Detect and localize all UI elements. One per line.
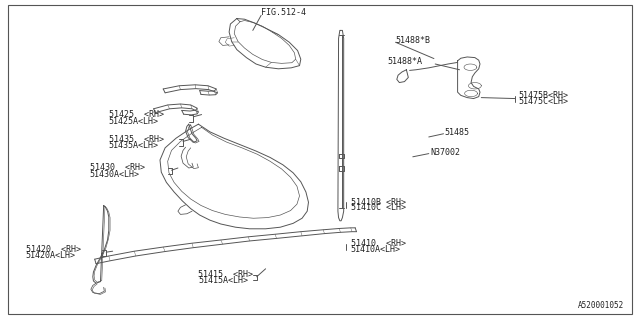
Text: 51430  <RH>: 51430 <RH>: [90, 164, 145, 172]
Text: 51425  <RH>: 51425 <RH>: [109, 110, 164, 119]
Text: 51420A<LH>: 51420A<LH>: [26, 252, 76, 260]
Text: 51488*B: 51488*B: [396, 36, 431, 45]
Text: 51410B <RH>: 51410B <RH>: [351, 198, 406, 207]
Text: FIG.512-4: FIG.512-4: [261, 8, 306, 17]
Text: 51415  <RH>: 51415 <RH>: [198, 270, 253, 279]
Text: 51475C<LH>: 51475C<LH>: [518, 97, 568, 106]
Text: 51430A<LH>: 51430A<LH>: [90, 170, 140, 179]
Text: 51435A<LH>: 51435A<LH>: [109, 141, 159, 150]
Text: 51410C <LH>: 51410C <LH>: [351, 204, 406, 212]
Text: A520001052: A520001052: [578, 301, 624, 310]
Text: 51410A<LH>: 51410A<LH>: [351, 245, 401, 254]
Text: 51415A<LH>: 51415A<LH>: [198, 276, 248, 285]
Text: 51410  <RH>: 51410 <RH>: [351, 239, 406, 248]
Text: 51420  <RH>: 51420 <RH>: [26, 245, 81, 254]
Text: 51435  <RH>: 51435 <RH>: [109, 135, 164, 144]
Text: 51475B<RH>: 51475B<RH>: [518, 92, 568, 100]
Text: 51488*A: 51488*A: [387, 57, 422, 66]
Text: 51425A<LH>: 51425A<LH>: [109, 117, 159, 126]
Text: 51485: 51485: [445, 128, 470, 137]
Text: N37002: N37002: [430, 148, 460, 157]
